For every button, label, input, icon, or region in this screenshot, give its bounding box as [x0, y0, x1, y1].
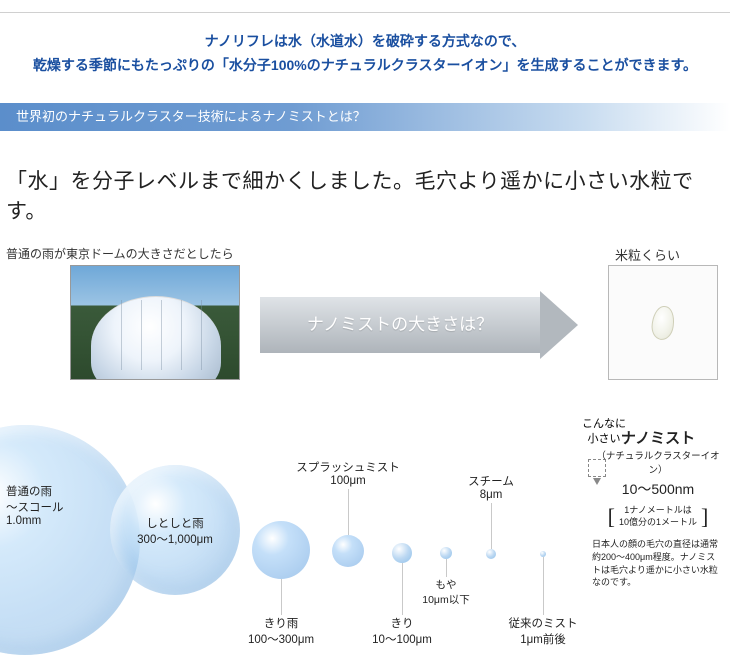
nano-note: 日本人の顔の毛穴の直径は通常約200～400μm程度。ナノミストは毛穴より遥かに… [592, 538, 724, 588]
label-steam: スチーム8μm [436, 473, 546, 501]
label-kiri: きり10～100μm [354, 615, 450, 647]
rice-grain-icon [650, 304, 677, 341]
bubble-steam [486, 549, 496, 559]
bubble-splash-mist [332, 535, 364, 567]
rice-box [608, 265, 718, 380]
nano-bracket: [ 1ナノメートルは10億分の1メートル ] [592, 505, 724, 528]
nano-range: 10～500nm [592, 479, 724, 499]
label-splash-mist: スプラッシュミスト100μm [293, 459, 403, 487]
bubble-kiri [392, 543, 412, 563]
section-banner: 世界初のナチュラルクラスター技術によるナノミストとは？ [0, 103, 730, 131]
top-divider [0, 12, 730, 13]
intro-block: ナノリフレは水（水道水）を破砕する方式なので、 乾燥する季節にもたっぷりの「水分… [0, 31, 730, 75]
label-rain-squall: 普通の雨～スコール1.0mm [6, 483, 64, 527]
banner-text: 世界初のナチュラルクラスター技術によるナノミストとは？ [16, 109, 366, 124]
bubble-moya [440, 547, 452, 559]
size-scale-infographic: こんなに小さい ナノミスト （ナチュラルクラスターイオン） 10～500nm [… [0, 415, 730, 655]
intro-line-2: 乾燥する季節にもたっぷりの「水分子100%のナチュラルクラスターイオン」を生成す… [20, 55, 710, 75]
label-moya: もや10μm以下 [406, 577, 486, 607]
headline: 「水」を分子レベルまで細かくしました。毛穴より遥かに小さい水粒です。 [0, 165, 730, 225]
nano-subtitle: （ナチュラルクラスターイオン） [592, 448, 724, 476]
rice-caption: 米粒くらい [615, 245, 680, 264]
bubble-kiri-rain [252, 521, 310, 579]
dome-caption: 普通の雨が東京ドームの大きさだとしたら [6, 245, 234, 262]
arrow-text: ナノミストの大きさは？ [260, 297, 540, 353]
comparison-row: 普通の雨が東京ドームの大きさだとしたら ナノミストの大きさは？ 米粒くらい [0, 251, 730, 411]
intro-line-1: ナノリフレは水（水道水）を破砕する方式なので、 [20, 31, 710, 51]
label-kiri-rain: きり雨100～300μm [233, 615, 329, 647]
label-conventional-mist: 従来のミスト1μm前後 [495, 615, 591, 647]
nano-title: ナノミスト [592, 427, 724, 448]
size-arrow: ナノミストの大きさは？ [260, 297, 580, 353]
label-drizzle: しとしと雨300～1,000μm [130, 515, 220, 547]
nano-mist-annotation: ナノミスト （ナチュラルクラスターイオン） 10～500nm [ 1ナノメートル… [592, 423, 724, 589]
dome-image [70, 265, 240, 380]
